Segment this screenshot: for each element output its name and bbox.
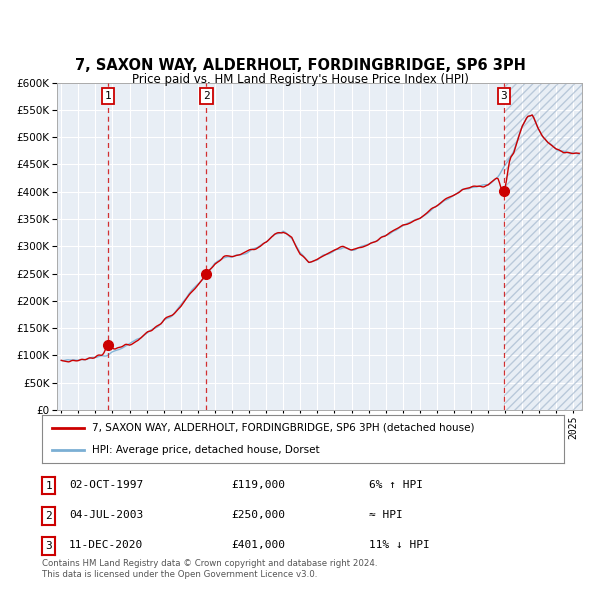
Text: 02-OCT-1997: 02-OCT-1997 <box>69 480 143 490</box>
Text: 1: 1 <box>45 481 52 490</box>
Text: Contains HM Land Registry data © Crown copyright and database right 2024.: Contains HM Land Registry data © Crown c… <box>42 559 377 568</box>
Text: This data is licensed under the Open Government Licence v3.0.: This data is licensed under the Open Gov… <box>42 571 317 579</box>
Text: 3: 3 <box>500 91 507 101</box>
Text: 11% ↓ HPI: 11% ↓ HPI <box>369 540 430 550</box>
Text: £401,000: £401,000 <box>231 540 285 550</box>
Text: 6% ↑ HPI: 6% ↑ HPI <box>369 480 423 490</box>
Text: ≈ HPI: ≈ HPI <box>369 510 403 520</box>
Text: 7, SAXON WAY, ALDERHOLT, FORDINGBRIDGE, SP6 3PH (detached house): 7, SAXON WAY, ALDERHOLT, FORDINGBRIDGE, … <box>92 423 474 433</box>
Text: £119,000: £119,000 <box>231 480 285 490</box>
Bar <box>504 83 582 410</box>
Text: 7, SAXON WAY, ALDERHOLT, FORDINGBRIDGE, SP6 3PH: 7, SAXON WAY, ALDERHOLT, FORDINGBRIDGE, … <box>74 58 526 73</box>
Text: Price paid vs. HM Land Registry's House Price Index (HPI): Price paid vs. HM Land Registry's House … <box>131 73 469 86</box>
Text: 04-JUL-2003: 04-JUL-2003 <box>69 510 143 520</box>
Text: 1: 1 <box>105 91 112 101</box>
Text: 2: 2 <box>45 511 52 520</box>
Text: £250,000: £250,000 <box>231 510 285 520</box>
Text: HPI: Average price, detached house, Dorset: HPI: Average price, detached house, Dors… <box>92 445 319 455</box>
Text: 3: 3 <box>45 541 52 550</box>
Text: 2: 2 <box>203 91 210 101</box>
Text: 11-DEC-2020: 11-DEC-2020 <box>69 540 143 550</box>
